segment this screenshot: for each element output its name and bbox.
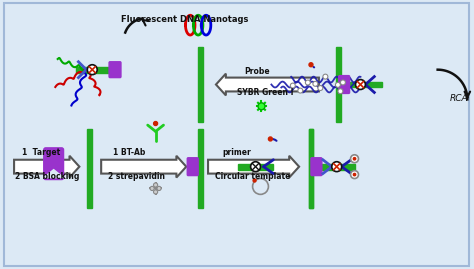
Circle shape xyxy=(298,88,303,93)
Text: 2 BSA blocking: 2 BSA blocking xyxy=(15,172,80,180)
Text: 1 BT-Ab: 1 BT-Ab xyxy=(113,148,146,157)
Circle shape xyxy=(353,174,356,176)
Bar xyxy=(309,129,313,208)
Circle shape xyxy=(318,86,323,90)
Text: Probe: Probe xyxy=(245,67,270,76)
Text: 1  Target: 1 Target xyxy=(22,148,60,157)
FancyArrow shape xyxy=(208,156,299,178)
Circle shape xyxy=(332,162,342,172)
Circle shape xyxy=(351,171,358,179)
Text: SYBR Green I: SYBR Green I xyxy=(237,89,293,97)
Circle shape xyxy=(353,158,356,160)
Bar xyxy=(198,129,202,208)
Text: Fluorescent DNA Nanotags: Fluorescent DNA Nanotags xyxy=(121,15,248,24)
Circle shape xyxy=(268,137,273,141)
Circle shape xyxy=(157,186,161,190)
Circle shape xyxy=(309,63,313,67)
Circle shape xyxy=(305,80,310,85)
Circle shape xyxy=(356,80,365,90)
Bar xyxy=(346,82,382,87)
FancyBboxPatch shape xyxy=(109,62,121,77)
Circle shape xyxy=(351,155,358,163)
Circle shape xyxy=(313,81,318,86)
FancyArrow shape xyxy=(216,74,319,95)
FancyBboxPatch shape xyxy=(311,158,322,176)
Circle shape xyxy=(251,162,261,172)
Bar xyxy=(76,67,112,73)
Bar xyxy=(238,164,273,170)
Circle shape xyxy=(258,103,265,110)
FancyBboxPatch shape xyxy=(339,76,349,93)
Circle shape xyxy=(336,82,340,87)
Polygon shape xyxy=(44,170,64,178)
Bar xyxy=(336,47,341,122)
Circle shape xyxy=(253,179,256,182)
FancyArrow shape xyxy=(14,156,79,178)
Circle shape xyxy=(154,122,157,126)
Bar xyxy=(309,129,313,208)
FancyBboxPatch shape xyxy=(44,148,64,179)
Circle shape xyxy=(87,65,97,75)
Circle shape xyxy=(154,183,158,187)
Circle shape xyxy=(154,190,158,194)
Bar xyxy=(87,129,92,208)
Text: 2 strepavidin: 2 strepavidin xyxy=(108,172,165,180)
Circle shape xyxy=(338,89,343,94)
FancyArrow shape xyxy=(101,156,186,178)
Circle shape xyxy=(323,74,328,79)
Circle shape xyxy=(340,80,346,85)
Circle shape xyxy=(291,83,295,88)
Text: Circular template: Circular template xyxy=(215,172,291,180)
Bar xyxy=(319,164,355,170)
Circle shape xyxy=(150,186,154,190)
FancyBboxPatch shape xyxy=(4,3,469,266)
FancyBboxPatch shape xyxy=(187,158,198,176)
Text: primer: primer xyxy=(222,148,251,157)
Text: RCA: RCA xyxy=(449,94,468,103)
Bar xyxy=(198,47,202,122)
